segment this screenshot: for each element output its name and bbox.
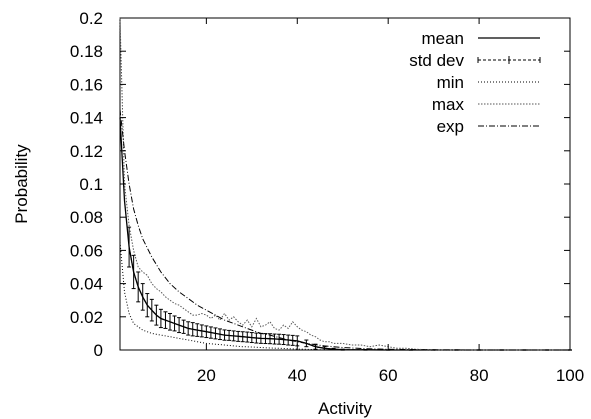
y-tick-label: 0.1 [79, 175, 103, 194]
y-tick-label: 0.12 [70, 142, 103, 161]
legend-label: exp [437, 117, 464, 136]
y-tick-label: 0.06 [70, 241, 103, 260]
series-max [119, 17, 570, 351]
legend-label: min [437, 73, 464, 92]
plot-frame [119, 17, 571, 351]
x-axis-title: Activity [318, 399, 372, 418]
series-line [119, 242, 570, 351]
x-tick-label: 20 [197, 366, 216, 385]
series-std-dev [127, 226, 572, 351]
y-tick-label: 0.04 [70, 275, 103, 294]
legend-label: std dev [409, 51, 464, 70]
y-axis-title: Probability [12, 144, 31, 224]
y-tick-label: 0.2 [79, 9, 103, 28]
y-tick-label: 0.14 [70, 109, 103, 128]
series-line [128, 247, 570, 351]
plot-area [119, 17, 571, 351]
x-tick-label: 80 [470, 366, 489, 385]
y-tick-label: 0 [94, 341, 103, 360]
ticks-layer: 0 0.02 0.04 0.06 0.08 0.1 0.12 0.14 0.16 0.18 0.2 2… [70, 9, 584, 385]
series-line [119, 117, 570, 351]
x-tick-label: 40 [288, 366, 307, 385]
legend: mean std dev min max exp [409, 29, 541, 136]
y-tick-label: 0.08 [70, 208, 103, 227]
series-exp [119, 109, 570, 351]
series-line [119, 17, 570, 351]
y-tick-label: 0.16 [70, 75, 103, 94]
x-tick-label: 100 [556, 366, 584, 385]
series-mean [119, 117, 570, 351]
series-line [119, 109, 570, 351]
legend-label: mean [421, 29, 464, 48]
series-layer [119, 17, 572, 351]
y-tick-label: 0.18 [70, 42, 103, 61]
series-min [119, 242, 570, 351]
x-tick-label: 60 [379, 366, 398, 385]
legend-label: max [432, 95, 465, 114]
y-tick-label: 0.02 [70, 308, 103, 327]
